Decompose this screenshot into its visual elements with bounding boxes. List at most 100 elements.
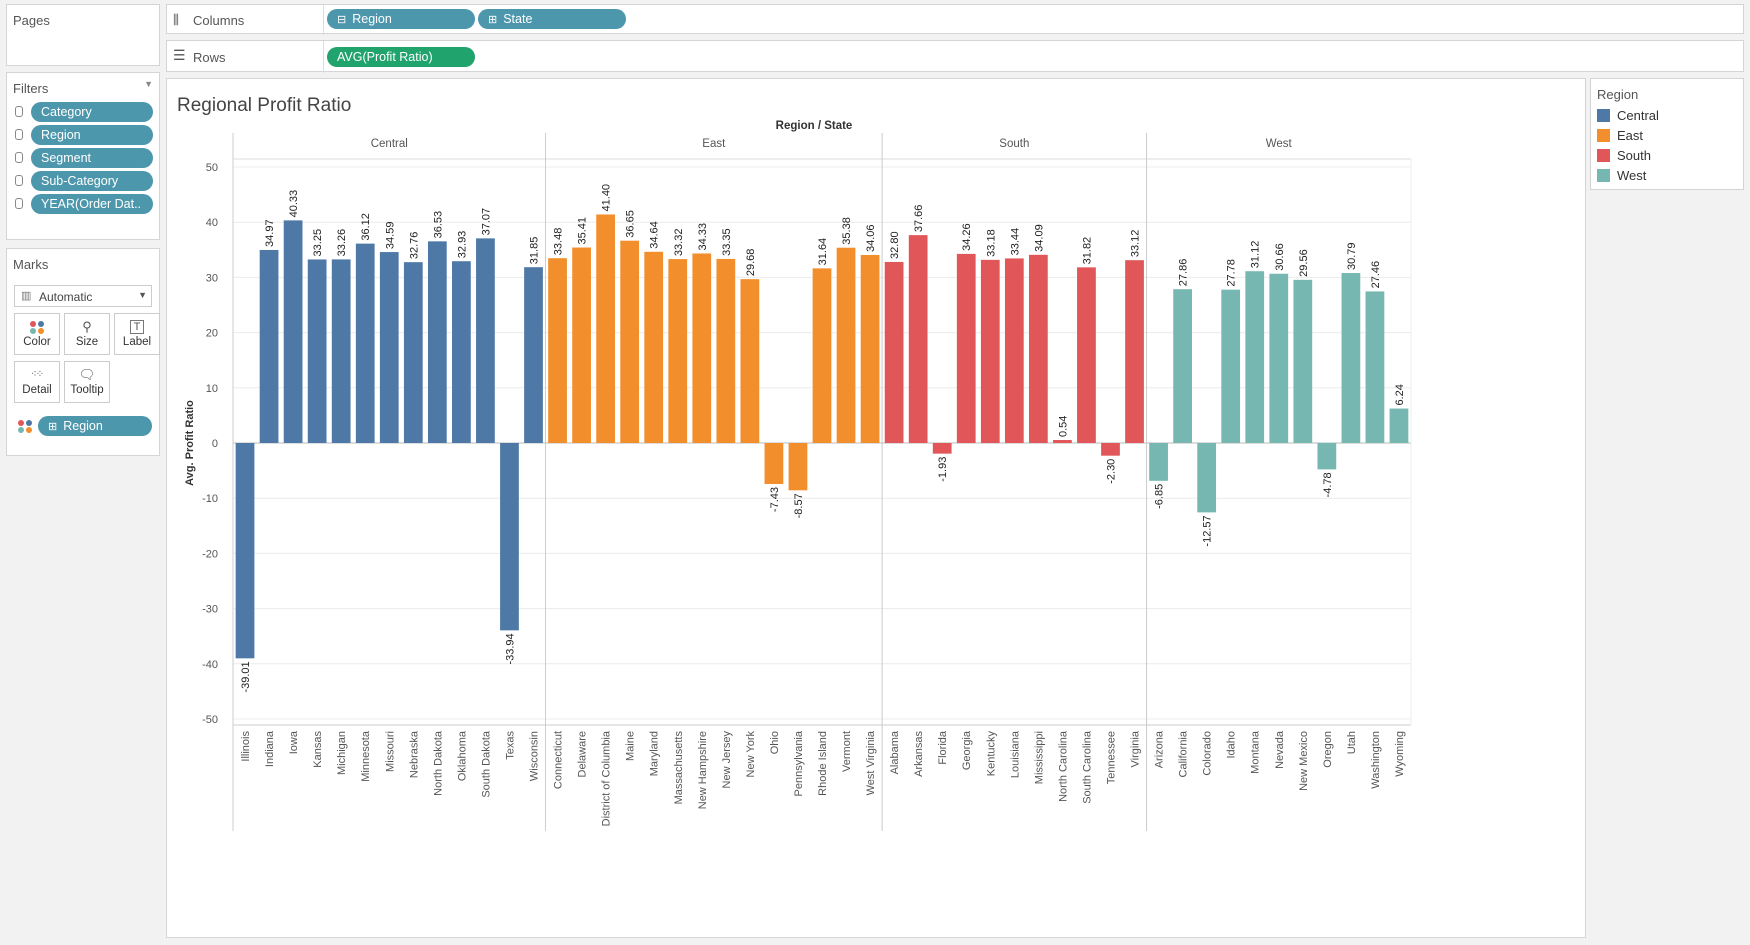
legend-item[interactable]: West [1597, 167, 1737, 185]
bar-value-label: 34.64 [649, 221, 661, 249]
marks-panel[interactable]: Marks ▥ Automatic ▼ Color ⚲ Size T Label… [6, 248, 160, 456]
filter-pill[interactable]: Segment [31, 148, 153, 168]
chart-area[interactable]: Regional Profit Ratio Region / State Avg.… [166, 78, 1586, 938]
bar-california [1173, 289, 1192, 443]
x-tick-label: Connecticut [553, 731, 565, 789]
x-tick-label: New York [745, 731, 757, 778]
bar-value-label: 34.09 [1033, 224, 1045, 252]
bar-chart: Region / State Avg. Profit Ratio 50 40 30 20 1… [184, 120, 1412, 831]
bar-washington [1365, 291, 1385, 443]
column-pill-state[interactable]: ⊞ State [478, 9, 626, 29]
filter-item[interactable]: Category [15, 102, 155, 122]
bar-nebraska [403, 262, 423, 443]
bar-value-label: 35.38 [841, 217, 853, 245]
bar-value-label: -4.78 [1322, 472, 1334, 497]
pages-panel[interactable]: Pages [6, 4, 160, 66]
bar-michigan [331, 259, 351, 443]
bar-value-label: 33.26 [336, 229, 348, 257]
label-button[interactable]: T Label [114, 313, 160, 355]
x-tick-label: Minnesota [360, 730, 372, 782]
bar-new-mexico [1293, 279, 1313, 443]
color-field-pill[interactable]: ⊞ Region [38, 416, 152, 436]
column-pill-region[interactable]: ⊟ Region [327, 9, 475, 29]
bar-wyoming [1389, 408, 1409, 443]
columns-icon: ⫼ [173, 12, 179, 27]
x-tick-label: District of Columbia [601, 730, 613, 826]
y-tick-label: -20 [202, 548, 218, 560]
chevron-down-icon: ▼ [138, 290, 147, 300]
detail-icon: ⁖⁘ [30, 369, 44, 380]
filter-pill[interactable]: Region [31, 125, 153, 145]
row-pill-profit-ratio[interactable]: AVG(Profit Ratio) [327, 47, 475, 67]
filter-pill[interactable]: Category [31, 102, 153, 122]
bar-delaware [572, 247, 591, 443]
color-button[interactable]: Color [14, 313, 60, 355]
legend-swatch [1597, 149, 1610, 162]
x-tick-label: New Jersey [721, 731, 733, 789]
size-label: Size [75, 336, 99, 348]
tooltip-button[interactable]: 🗨 Tooltip [64, 361, 110, 403]
bar-iowa [283, 220, 303, 443]
legend-item[interactable]: South [1597, 147, 1737, 165]
color-icon [15, 320, 59, 334]
bar-value-label: 41.40 [601, 184, 613, 212]
bar-value-label: 35.41 [577, 217, 589, 245]
x-tick-label: Tennessee [1105, 731, 1117, 784]
bar-value-label: 34.59 [384, 222, 396, 250]
filter-item[interactable]: YEAR(Order Dat.. [15, 194, 155, 214]
color-label: Color [23, 336, 51, 348]
x-tick-label: Vermont [841, 731, 853, 772]
filter-item[interactable]: Segment [15, 148, 155, 168]
columns-shelf[interactable]: ⫼ Columns ⊟ Region ⊞ State [166, 4, 1744, 35]
bar-value-label: 31.82 [1081, 237, 1093, 265]
bar-value-label: 36.53 [432, 211, 444, 239]
filter-item[interactable]: Sub-Category [15, 171, 155, 191]
bar-value-label: 33.32 [673, 229, 685, 257]
filters-panel[interactable]: Filters ▼ Category Region Segment Sub-Categ… [6, 72, 160, 240]
legend-item[interactable]: East [1597, 127, 1737, 145]
filter-pill[interactable]: Sub-Category [31, 171, 153, 191]
bar-value-label: 33.25 [312, 229, 324, 257]
bar-value-label: 33.44 [1009, 228, 1021, 256]
filters-menu-icon[interactable]: ▼ [144, 79, 153, 89]
detail-button[interactable]: ⁖⁘ Detail [14, 361, 60, 403]
filter-item[interactable]: Region [15, 125, 155, 145]
bar-south-carolina [1077, 267, 1096, 443]
bar-value-label: 37.07 [480, 208, 492, 236]
bar-value-label: 33.35 [721, 228, 733, 256]
bar-value-label: -8.57 [793, 493, 805, 518]
mark-type-dropdown[interactable]: ▥ Automatic ▼ [14, 285, 152, 307]
x-tick-label: Washington [1370, 731, 1382, 789]
x-tick-label: Montana [1250, 730, 1262, 774]
bar-new-york [740, 279, 760, 443]
columns-label: Columns [193, 13, 245, 28]
tooltip-icon: 🗨 [78, 367, 96, 382]
filter-icon [15, 175, 23, 186]
bar-south-dakota [476, 238, 495, 443]
legend-swatch [1597, 169, 1610, 182]
bar-maryland [644, 251, 664, 443]
x-tick-label: South Dakota [480, 730, 492, 798]
x-tick-label: New Mexico [1298, 731, 1310, 791]
legend-panel[interactable]: Region Central East South West [1590, 78, 1744, 190]
pill-label: Region [352, 12, 392, 26]
y-tick-label: -40 [202, 659, 218, 671]
bar-oklahoma [452, 261, 471, 443]
filters-title: Filters [13, 81, 49, 96]
bar-value-label: 33.48 [553, 228, 565, 256]
bar-value-label: 27.46 [1370, 261, 1382, 289]
filter-pill[interactable]: YEAR(Order Dat.. [31, 194, 153, 214]
rows-shelf[interactable]: ☰ Rows AVG(Profit Ratio) [166, 40, 1744, 73]
bar-georgia [956, 253, 976, 443]
x-tick-label: Maryland [649, 731, 661, 776]
x-tick-label: California [1178, 730, 1190, 777]
x-tick-label: Virginia [1130, 730, 1142, 767]
bar-value-label: 32.76 [408, 232, 420, 260]
bar-value-label: 0.54 [1057, 416, 1069, 437]
bar-arizona [1149, 443, 1168, 481]
x-tick-label: Arizona [1154, 730, 1166, 768]
size-button[interactable]: ⚲ Size [64, 313, 110, 355]
bar-tennessee [1101, 443, 1120, 456]
bar-texas [500, 443, 519, 631]
legend-item[interactable]: Central [1597, 107, 1737, 125]
